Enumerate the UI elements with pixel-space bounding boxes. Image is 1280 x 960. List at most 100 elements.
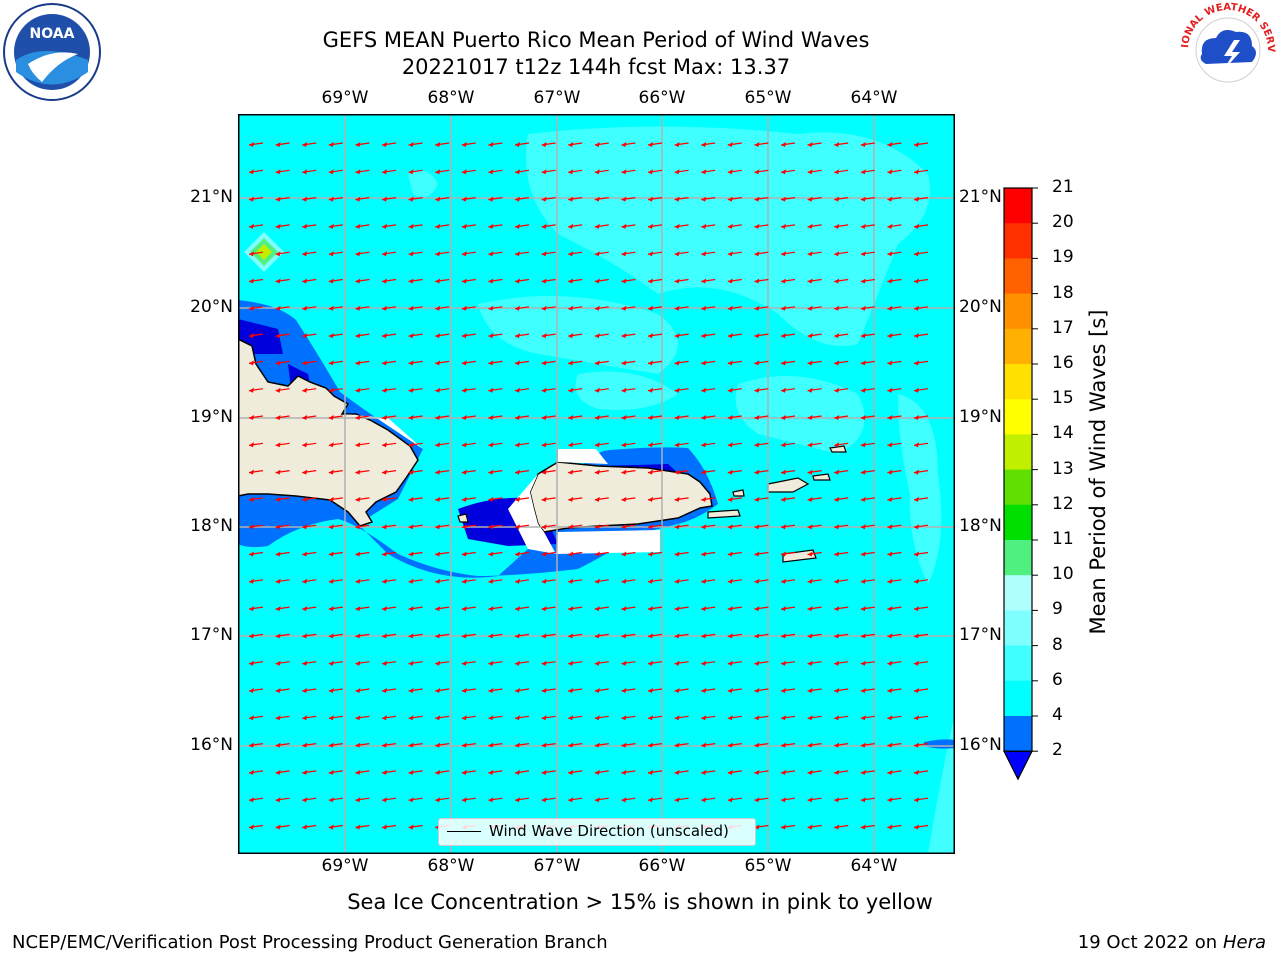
- wind-wave-arrow: [568, 169, 583, 175]
- wind-wave-arrow: [887, 551, 902, 557]
- wind-wave-arrow: [594, 524, 609, 530]
- wind-wave-arrow: [461, 169, 476, 175]
- colorbar-segment: [1004, 258, 1032, 295]
- wind-wave-arrow: [248, 223, 264, 229]
- colorbar-tick-label: 20: [1052, 212, 1074, 233]
- wind-wave-arrow: [701, 442, 716, 448]
- wind-wave-arrow: [381, 251, 397, 257]
- wind-wave-arrow: [435, 442, 450, 448]
- wind-wave-arrow: [913, 769, 929, 775]
- wind-wave-arrow: [860, 688, 875, 693]
- wind-wave-arrow: [408, 142, 423, 147]
- wind-wave-arrow: [887, 142, 902, 147]
- wind-wave-arrow: [647, 633, 663, 639]
- wind-wave-arrow: [435, 524, 450, 530]
- wind-wave-arrow: [860, 524, 875, 530]
- wind-wave-arrow: [727, 278, 742, 284]
- colorbar-tick-label: 11: [1052, 529, 1074, 549]
- wind-wave-arrow: [275, 524, 290, 530]
- wind-wave-arrow: [647, 196, 663, 202]
- wind-wave-arrow: [860, 496, 875, 502]
- wind-wave-arrow: [780, 551, 796, 557]
- latitude-label: 16°N: [190, 735, 233, 755]
- wind-wave-arrow: [381, 633, 397, 639]
- wind-wave-arrow: [541, 333, 556, 339]
- wind-wave-arrow: [754, 688, 769, 693]
- wind-wave-arrow: [754, 469, 769, 475]
- wind-wave-arrow: [913, 387, 929, 393]
- wind-wave-arrow: [568, 797, 583, 803]
- colorbar-segment: [1004, 223, 1032, 259]
- wind-wave-arrow: [355, 715, 370, 721]
- wind-wave-arrow: [248, 387, 264, 393]
- wind-wave-arrow: [328, 142, 343, 147]
- wind-wave-arrow: [275, 469, 290, 475]
- wind-wave-arrow: [701, 142, 716, 147]
- wind-wave-arrow: [488, 305, 503, 311]
- wind-wave-arrow: [568, 715, 583, 721]
- wind-wave-arrow: [355, 496, 370, 502]
- wind-wave-arrow: [887, 196, 902, 202]
- wind-wave-arrow: [727, 360, 742, 366]
- longitude-label: 64°W: [850, 88, 898, 108]
- longitude-label: 68°W: [427, 88, 475, 108]
- wind-wave-arrow: [408, 496, 423, 502]
- wind-wave-arrow: [860, 824, 875, 830]
- wind-wave-arrow: [248, 360, 264, 366]
- wind-wave-arrow: [727, 305, 742, 311]
- wind-wave-arrow: [408, 196, 423, 202]
- colorbar-tick-label: 13: [1052, 458, 1074, 479]
- wind-wave-arrow: [568, 223, 583, 229]
- wind-wave-arrow: [807, 442, 822, 448]
- wind-wave-arrow: [647, 715, 663, 721]
- colorbar-segment: [1004, 504, 1032, 541]
- wind-wave-arrow: [860, 360, 875, 366]
- wind-wave-arrow: [647, 551, 663, 557]
- wind-wave-arrow: [248, 742, 264, 748]
- wind-wave-arrow: [621, 169, 636, 175]
- wind-wave-arrow: [355, 688, 370, 693]
- wind-wave-arrow: [381, 196, 397, 202]
- wind-wave-arrow: [834, 688, 849, 693]
- wind-wave-arrow: [887, 333, 902, 339]
- wind-wave-arrow: [701, 278, 716, 284]
- legend-line-icon: [447, 831, 481, 832]
- wind-wave-arrow: [302, 496, 317, 502]
- wind-wave-arrow: [381, 305, 397, 311]
- wind-wave-arrow: [594, 797, 609, 803]
- wind-wave-arrow: [355, 415, 370, 420]
- wind-wave-arrow: [860, 387, 875, 393]
- wind-wave-arrow: [834, 196, 849, 202]
- wind-wave-arrow: [780, 360, 796, 366]
- wind-wave-arrow: [727, 551, 742, 557]
- wind-wave-arrow: [381, 551, 397, 557]
- wind-wave-arrow: [275, 633, 290, 639]
- wind-wave-arrow: [913, 496, 929, 502]
- wind-wave-arrow: [701, 223, 716, 229]
- wind-wave-arrow: [541, 578, 556, 584]
- wind-wave-arrow: [674, 333, 689, 339]
- wind-wave-arrow: [780, 442, 796, 448]
- wind-wave-arrow: [541, 606, 556, 612]
- wind-wave-arrow: [435, 196, 450, 202]
- wind-wave-arrow: [328, 551, 343, 557]
- wind-wave-arrow: [248, 169, 264, 175]
- wind-wave-arrow: [408, 551, 423, 557]
- wind-wave-arrow: [887, 742, 902, 748]
- wind-wave-arrow: [302, 551, 317, 557]
- wind-wave-arrow: [514, 715, 530, 721]
- wind-wave-arrow: [435, 606, 450, 612]
- wind-wave-arrow: [674, 305, 689, 311]
- wind-wave-arrow: [355, 333, 370, 339]
- wind-wave-arrow: [913, 742, 929, 748]
- wind-wave-arrow: [568, 142, 583, 147]
- wind-wave-arrow: [488, 496, 503, 502]
- map-legend: Wind Wave Direction (unscaled): [438, 818, 756, 846]
- wind-wave-arrow: [834, 305, 849, 311]
- wind-wave-arrow: [807, 223, 822, 229]
- wind-wave-arrow: [514, 169, 530, 175]
- latitude-label: 20°N: [959, 297, 1002, 317]
- wind-wave-arrow: [621, 469, 636, 475]
- wind-wave-arrow: [355, 633, 370, 639]
- wind-wave-arrow: [621, 742, 636, 748]
